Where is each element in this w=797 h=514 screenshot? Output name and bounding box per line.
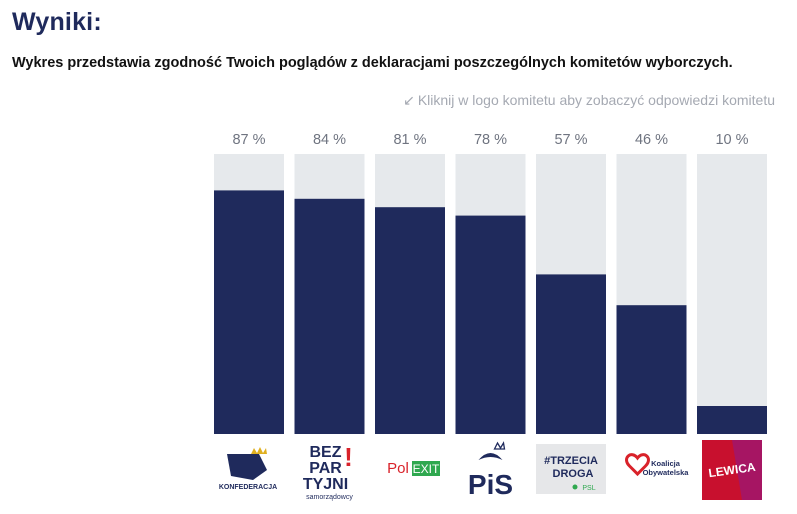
eagle-icon [478,453,503,460]
page-title: Wyniki: [12,8,102,36]
hint-label: Kliknij w logo komitetu aby zobaczyć odp… [417,92,775,108]
bar [536,274,606,434]
logo-text: KONFEDERACJA [219,484,277,491]
value-label: 46 % [635,132,668,148]
logo-text: Koalicja [651,459,681,468]
logo-text: BEZ [310,444,342,461]
bar-group: 78 % [455,132,526,434]
value-label: 81 % [393,132,426,148]
logo-text: DROGA [553,468,594,480]
polexit-logo[interactable]: Pol EXIT [387,460,440,477]
value-label: 78 % [474,132,507,148]
logo-text: PAR [309,460,342,477]
bar [616,305,687,434]
logo-text: PiS [468,469,513,500]
logo-text: #TRZECIA [544,455,598,467]
exit-box [412,461,440,476]
value-label: 57 % [554,132,587,148]
bar-group: 87 % [214,132,284,434]
bar-group: 10 % [697,132,767,434]
value-label: 84 % [313,132,346,148]
chart-description: Wykres przedstawia zgodność Twoich poglą… [12,55,733,71]
lewica-logo[interactable]: LEWICA [702,440,762,500]
value-label: 10 % [715,132,748,148]
bar [214,190,284,434]
bar-background [697,154,767,434]
arrow-down-left-icon: ↙ [403,92,415,108]
psl-dot [572,484,578,490]
bar [455,215,526,434]
bar [375,207,445,434]
logo-text: TYJNI [303,476,348,493]
crown-icon [251,447,267,454]
pis-logo[interactable]: PiS [468,441,513,500]
bar-group: 46 % [616,132,687,434]
logo-text: Pol [387,460,409,477]
eagle-shape [227,454,267,480]
heart-icon [625,453,650,477]
bar [294,198,365,434]
logo-background [536,444,606,494]
bar [697,406,767,434]
konfederacja-logo[interactable]: KONFEDERACJA [219,447,277,491]
logo-gradient [732,440,762,500]
logo-text: EXIT [413,462,440,476]
value-label: 87 % [232,132,265,148]
logo-text: ! [344,442,353,472]
hint-text: ↙ Kliknij w logo komitetu aby zobaczyć od… [403,92,775,109]
logo-text: LEWICA [708,460,757,480]
logo-text: PSL [582,485,595,492]
logo-text: samorządowcy [306,494,353,501]
crown-icon [493,441,506,450]
logo-text: Obywatelska [643,468,690,477]
bar-group: 57 % [536,132,606,434]
bar-group: 84 % [294,132,365,434]
bar-group: 81 % [375,132,445,434]
